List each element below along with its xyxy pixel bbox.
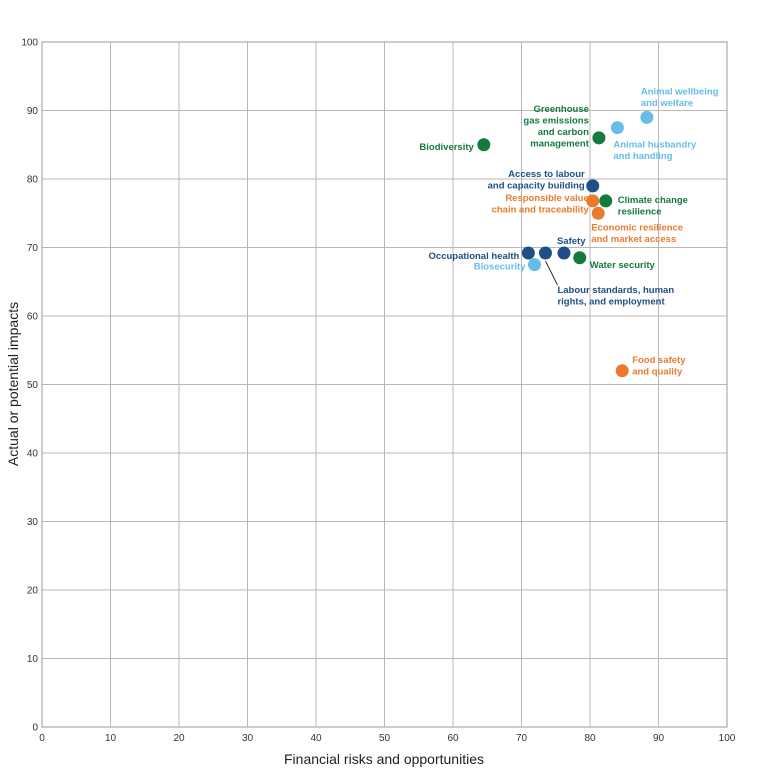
y-axis-title: Actual or potential impacts [5,302,21,466]
y-tick-label: 0 [32,723,38,734]
x-tick-label: 50 [379,733,391,744]
point-label-line: gas emissions [523,115,588,126]
x-tick-label: 40 [310,733,322,744]
point-label-line: and quality [632,366,683,377]
data-point [557,246,571,260]
y-tick-label: 70 [27,243,39,254]
data-point [599,194,613,208]
point-label-line: Food safety [632,355,686,366]
point-label: Climate change resilience [618,195,688,218]
point-label-line: Biosecurity [474,262,526,273]
x-axis-title: Financial risks and opportunities [284,751,484,767]
point-label-line: and welfare [641,98,693,109]
point-label-line: and handling [613,151,672,162]
x-tick-label: 80 [584,733,596,744]
y-tick-label: 60 [27,312,39,323]
data-point [528,258,542,272]
data-point [640,110,654,124]
point-label-line: Responsible value [505,193,588,204]
data-point [586,179,600,193]
x-tick-label: 30 [242,733,254,744]
data-point [592,131,606,145]
point-label-line: Greenhouse [533,104,588,115]
point-label-line: and capacity building [488,180,585,191]
point-label: Responsible value chain and traceability [492,193,590,216]
point-label-line: Labour standards, human [557,285,674,296]
data-point [610,121,624,135]
point-label-line: Water security [590,260,656,271]
point-label-line: Climate change [618,195,688,206]
point-label: Water security [590,260,656,271]
tick-labels: 0 10 20 30 40 50 60 70 80 90 100 0 10 20 30 40 50 60 70 80 9… [21,38,735,745]
leader-lines [545,260,558,286]
point-label-line: resilience [618,206,662,217]
point-label: Animal wellbeing and welfare [641,86,719,109]
data-point [586,194,600,208]
x-tick-label: 20 [173,733,185,744]
point-label: Biodiversity [419,142,474,153]
point-label-line: Biodiversity [419,142,474,153]
point-label-line: Economic resilience [591,222,683,233]
y-tick-label: 30 [27,517,39,528]
data-point [538,246,552,260]
point-label-line: management [530,138,589,149]
data-point [521,246,535,260]
data-point [591,206,605,220]
leader-line [545,260,558,286]
point-label: Greenhouse gas emissions and carbon managem… [523,104,589,149]
x-tick-label: 60 [447,733,459,744]
point-label-line: Animal husbandry [613,140,697,151]
point-label: Biosecurity [474,262,526,273]
point-label: Labour standards, human rights, and emplo… [557,285,674,308]
point-label-line: Access to labour [508,169,585,180]
point-label-line: Safety [557,236,586,247]
data-point [615,364,629,378]
y-tick-label: 100 [21,38,38,49]
point-label-line: rights, and employment [557,296,665,307]
point-label-line: and carbon [538,127,589,138]
point-label: Animal husbandry and handling [613,140,697,163]
plot-frame [41,41,728,728]
x-tick-label: 10 [105,733,117,744]
y-tick-label: 50 [27,380,39,391]
y-tick-label: 10 [27,654,39,665]
y-tick-label: 80 [27,175,39,186]
point-label: Safety [557,236,586,247]
x-tick-label: 0 [39,733,45,744]
y-tick-label: 20 [27,586,39,597]
point-label: Occupational health [429,251,520,262]
point-label: Food safety and quality [632,355,686,378]
data-point [573,251,587,265]
point-label-line: Occupational health [429,251,520,262]
x-tick-label: 90 [653,733,665,744]
data-point [477,138,491,152]
data-points [477,110,654,378]
x-tick-label: 70 [516,733,528,744]
y-tick-label: 40 [27,449,39,460]
point-label-line: Animal wellbeing [641,86,719,97]
point-label-line: chain and traceability [492,204,590,215]
x-tick-label: 100 [719,733,736,744]
point-label: Access to labour and capacity building [488,169,585,192]
y-tick-label: 90 [27,106,39,117]
point-label: Economic resilience and market access [591,222,683,245]
point-label-line: and market access [591,234,676,245]
